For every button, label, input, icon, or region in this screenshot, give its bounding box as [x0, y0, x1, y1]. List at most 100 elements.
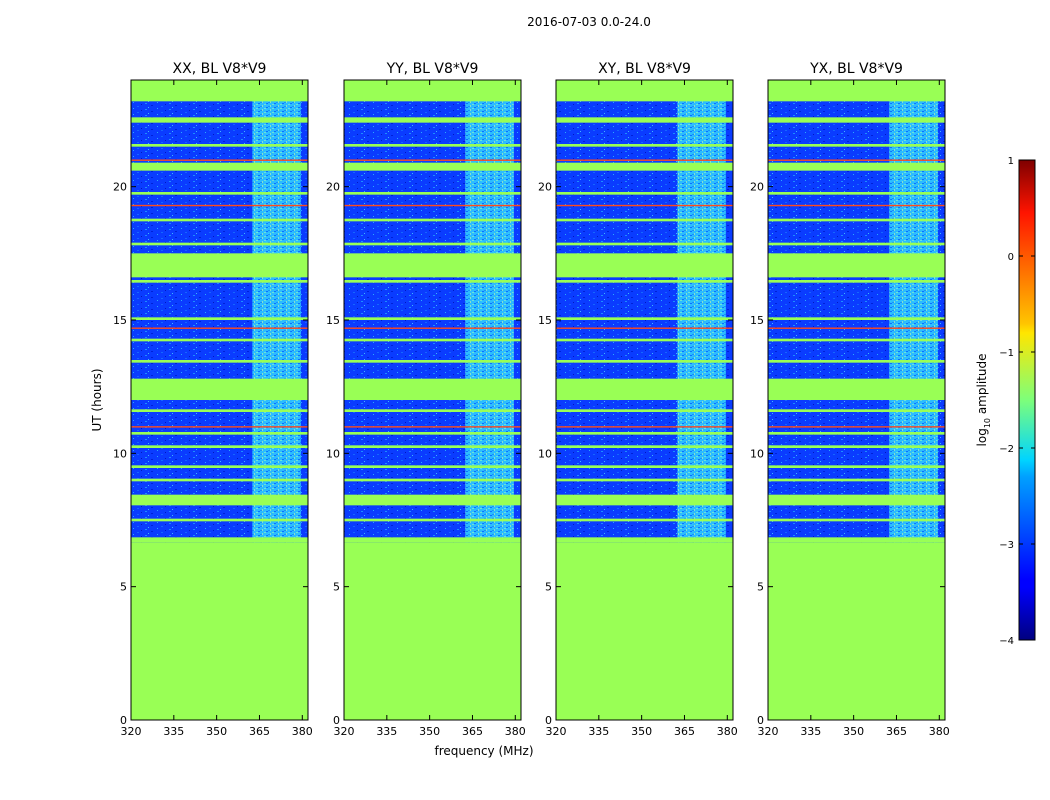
- flagged-band: [768, 317, 945, 320]
- flagged-band: [556, 80, 733, 102]
- x-tick-label: 380: [292, 725, 313, 738]
- y-tick-label: 10: [113, 447, 127, 460]
- flagged-band: [131, 378, 308, 400]
- rfi-band: [252, 80, 301, 543]
- flagged-band: [556, 409, 733, 412]
- flagged-band: [556, 465, 733, 468]
- flagged-band: [131, 445, 308, 448]
- flagged-band: [131, 253, 308, 278]
- flagged-band: [556, 280, 733, 283]
- flagged-band: [768, 253, 945, 278]
- flagged-band: [768, 192, 945, 195]
- flagged-band: [131, 317, 308, 320]
- flagged-band: [131, 432, 308, 435]
- colorbar-tick-label: −3: [999, 540, 1014, 551]
- y-tick-label: 15: [538, 314, 552, 327]
- flagged-band: [556, 242, 733, 246]
- colorbar-label: log10 amplitude: [975, 354, 992, 447]
- flagged-band: [131, 144, 308, 147]
- x-tick-label: 350: [419, 725, 440, 738]
- rfi-band: [889, 80, 938, 543]
- flagged-band: [344, 253, 521, 278]
- flagged-band: [768, 537, 945, 543]
- red-line: [556, 159, 733, 161]
- flagged-band: [768, 162, 945, 171]
- rfi-band: [677, 80, 726, 543]
- red-line: [768, 159, 945, 161]
- red-line: [768, 204, 945, 207]
- flagged-band: [131, 494, 308, 506]
- flagged-band: [556, 218, 733, 222]
- y-tick-label: 5: [757, 581, 764, 594]
- flagged-band: [131, 338, 308, 342]
- panel-frame: [343, 79, 522, 721]
- flagged-band: [768, 378, 945, 400]
- flagged-band: [768, 80, 945, 102]
- x-tick-label: 350: [206, 725, 227, 738]
- flagged-band: [556, 117, 733, 123]
- flagged-band: [131, 242, 308, 246]
- flagged-band: [344, 478, 521, 482]
- panel-frame: [130, 79, 309, 721]
- panel-3: XY, BL V8*V9 320 335 350 365 380 0 5 10 15 20: [538, 61, 738, 738]
- colorbar-label-rest: amplitude: [975, 354, 989, 418]
- red-line: [344, 204, 521, 207]
- flagged-band: [344, 445, 521, 448]
- y-tick-label: 20: [750, 181, 764, 194]
- y-tick-label: 5: [120, 581, 127, 594]
- flagged-band: [344, 144, 521, 147]
- flagged-band: [768, 117, 945, 123]
- red-line: [344, 426, 521, 428]
- panel-4: YX, BL V8*V9 320 335 350 365 380 0 5 10 15 20: [750, 61, 950, 738]
- panels-group: XX, BL V8*V9 320 335 350 365 380 0 5 10 15 20 YY, B…: [113, 61, 950, 738]
- y-tick-label: 15: [326, 314, 340, 327]
- x-tick-label: 320: [758, 725, 779, 738]
- flagged-band: [768, 478, 945, 482]
- flagged-band: [344, 432, 521, 435]
- y-tick-label: 10: [538, 447, 552, 460]
- flagged-band: [131, 117, 308, 123]
- flagged-band: [768, 445, 945, 448]
- flagged-band: [556, 478, 733, 482]
- flagged-band: [344, 80, 521, 102]
- x-tick-label: 380: [929, 725, 950, 738]
- y-tick-label: 20: [326, 181, 340, 194]
- flagged-band: [344, 317, 521, 320]
- y-tick-label: 0: [757, 714, 764, 727]
- flagged-band: [344, 409, 521, 412]
- flagged-band: [131, 162, 308, 171]
- flagged-band: [131, 80, 308, 102]
- flagged-band: [344, 338, 521, 342]
- colorbar-tick-label: 0: [1008, 252, 1014, 263]
- x-tick-label: 380: [505, 725, 526, 738]
- x-tick-label: 365: [249, 725, 270, 738]
- flagged-band: [768, 432, 945, 435]
- flagged-band: [556, 494, 733, 506]
- y-tick-label: 0: [333, 714, 340, 727]
- flagged-band: [768, 242, 945, 246]
- rfi-band: [465, 80, 514, 543]
- panel-title: YY, BL V8*V9: [386, 61, 479, 77]
- panel-title: XY, BL V8*V9: [598, 61, 691, 77]
- x-tick-label: 335: [800, 725, 821, 738]
- x-tick-label: 320: [546, 725, 567, 738]
- flagged-band: [344, 242, 521, 246]
- colorbar-tick-label: −2: [999, 444, 1014, 455]
- y-tick-label: 0: [545, 714, 552, 727]
- y-tick-label: 10: [750, 447, 764, 460]
- flagged-band: [344, 537, 521, 543]
- flagged-band: [556, 338, 733, 342]
- x-axis-label: frequency (MHz): [434, 744, 533, 758]
- flagged-band: [344, 378, 521, 400]
- flagged-band: [344, 192, 521, 195]
- x-tick-label: 320: [334, 725, 355, 738]
- panel-frame: [555, 79, 734, 721]
- figure-suptitle: 2016-07-03 0.0-24.0: [527, 15, 651, 29]
- flagged-band: [344, 117, 521, 123]
- red-line: [344, 327, 521, 329]
- panel-title: XX, BL V8*V9: [173, 61, 267, 77]
- red-line: [556, 204, 733, 207]
- flagged-band: [768, 338, 945, 342]
- y-tick-label: 20: [538, 181, 552, 194]
